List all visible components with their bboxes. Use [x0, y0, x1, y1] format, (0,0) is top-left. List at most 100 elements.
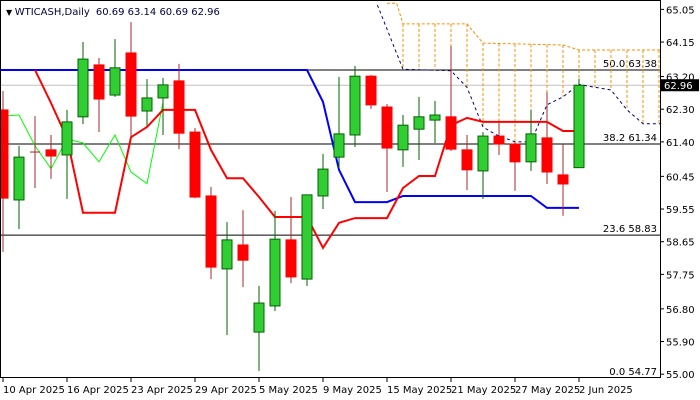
candle-body: [365, 75, 377, 106]
candle-body: [333, 133, 345, 158]
candle-body: [61, 121, 73, 156]
candle[interactable]: [365, 75, 377, 109]
candle[interactable]: [141, 79, 153, 126]
candles: [0, 22, 585, 371]
candle[interactable]: [30, 116, 40, 188]
y-tick-label: 56.80: [666, 305, 695, 316]
y-tick-label: 65.05: [666, 5, 695, 16]
x-tick-label: 9 May 2025: [323, 385, 382, 396]
x-tick-label: 27 May 2025: [515, 385, 580, 396]
candle[interactable]: [125, 22, 137, 138]
candle-body: [189, 131, 201, 198]
candle[interactable]: [253, 285, 265, 371]
candle[interactable]: [413, 96, 425, 161]
candle[interactable]: [77, 42, 89, 125]
candle-body: [141, 97, 153, 112]
y-tick-label: 57.75: [666, 270, 695, 281]
candle[interactable]: [157, 77, 169, 135]
candle[interactable]: [269, 210, 281, 312]
y-tick-label: 63.20: [666, 73, 695, 84]
candle-body: [413, 116, 425, 130]
candle[interactable]: [509, 141, 521, 191]
candle[interactable]: [493, 121, 505, 155]
last-price-badge: [661, 79, 699, 92]
candle[interactable]: [61, 109, 73, 199]
candle-body: [205, 195, 217, 268]
candle-body: [77, 58, 89, 118]
candle[interactable]: [461, 134, 473, 191]
candle[interactable]: [237, 210, 249, 288]
candle[interactable]: [381, 104, 393, 192]
candle[interactable]: [349, 66, 361, 147]
candle-body: [509, 143, 521, 163]
chikou-span-line: [0, 102, 164, 185]
candle-body: [237, 244, 249, 261]
candle[interactable]: [541, 92, 553, 184]
last-price-label: 62.96: [664, 81, 693, 92]
x-tick-label: 15 May 2025: [387, 385, 452, 396]
candle-body: [93, 64, 105, 100]
x-tick-label: 10 Apr 2025: [3, 385, 65, 396]
ohlc-readout: 60.69 63.14 60.69 62.96: [96, 7, 220, 18]
candle-body: [541, 137, 553, 173]
candle-body: [45, 149, 57, 157]
x-tick-label: 2 Jun 2025: [579, 385, 633, 396]
candle-body: [13, 156, 25, 201]
candle-body: [525, 133, 537, 163]
x-tick-label: 29 Apr 2025: [195, 385, 257, 396]
candle[interactable]: [333, 76, 345, 169]
candle[interactable]: [429, 100, 441, 143]
candle[interactable]: [221, 222, 233, 335]
candle-body: [573, 84, 585, 169]
candle[interactable]: [301, 194, 313, 286]
candle-body: [429, 114, 441, 121]
fib-level-label: 23.6 58.83: [603, 224, 657, 235]
x-tick-label: 16 Apr 2025: [67, 385, 129, 396]
x-tick-label: 5 May 2025: [259, 385, 318, 396]
y-tick-label: 62.30: [666, 105, 695, 116]
candle[interactable]: [13, 145, 25, 229]
candle[interactable]: [477, 132, 489, 199]
candle[interactable]: [445, 46, 457, 151]
dropdown-triangle-icon[interactable]: ▼: [6, 8, 15, 17]
y-tick-label: 55.00: [666, 370, 695, 381]
kijun-sen-line: [0, 69, 579, 209]
candle[interactable]: [205, 186, 217, 280]
chart-header: ▼ WTICASH,Daily 60.69 63.14 60.69 62.96: [6, 7, 220, 18]
candle[interactable]: [0, 91, 9, 252]
candle[interactable]: [573, 78, 585, 169]
y-tick-label: 59.55: [666, 205, 695, 216]
candle[interactable]: [525, 109, 537, 171]
candle-body: [477, 135, 489, 172]
candle[interactable]: [557, 144, 569, 216]
candle-body: [285, 239, 297, 278]
x-tick-label: 21 May 2025: [451, 385, 516, 396]
candle-body: [173, 80, 185, 134]
candle[interactable]: [397, 115, 409, 167]
candle[interactable]: [173, 63, 185, 150]
candle-body: [397, 124, 409, 151]
candle-body: [301, 194, 313, 280]
candle-body: [253, 302, 265, 333]
candle[interactable]: [45, 134, 57, 179]
candle[interactable]: [109, 39, 121, 97]
candle-body: [461, 149, 473, 171]
candle-body: [221, 239, 233, 270]
candle[interactable]: [189, 128, 201, 199]
candle-body: [269, 238, 281, 307]
candle-body: [381, 106, 393, 149]
candle[interactable]: [285, 197, 297, 284]
candle-body: [0, 109, 9, 199]
fib-level-label: 0.0 54.77: [609, 367, 657, 378]
y-tick-label: 60.45: [666, 172, 695, 183]
candle[interactable]: [93, 58, 105, 133]
fib-level-label: 38.2 61.34: [603, 133, 657, 144]
candle-body: [445, 116, 457, 150]
candle-body: [349, 75, 361, 136]
candle[interactable]: [317, 153, 329, 210]
axes: 65.05 64.15 63.20 62.30 61.40 60.45 59.55 58.65…: [2, 5, 699, 396]
senkou-span-b-line: [387, 2, 661, 51]
y-tick-label: 58.65: [666, 238, 695, 249]
candle-body: [317, 168, 329, 197]
